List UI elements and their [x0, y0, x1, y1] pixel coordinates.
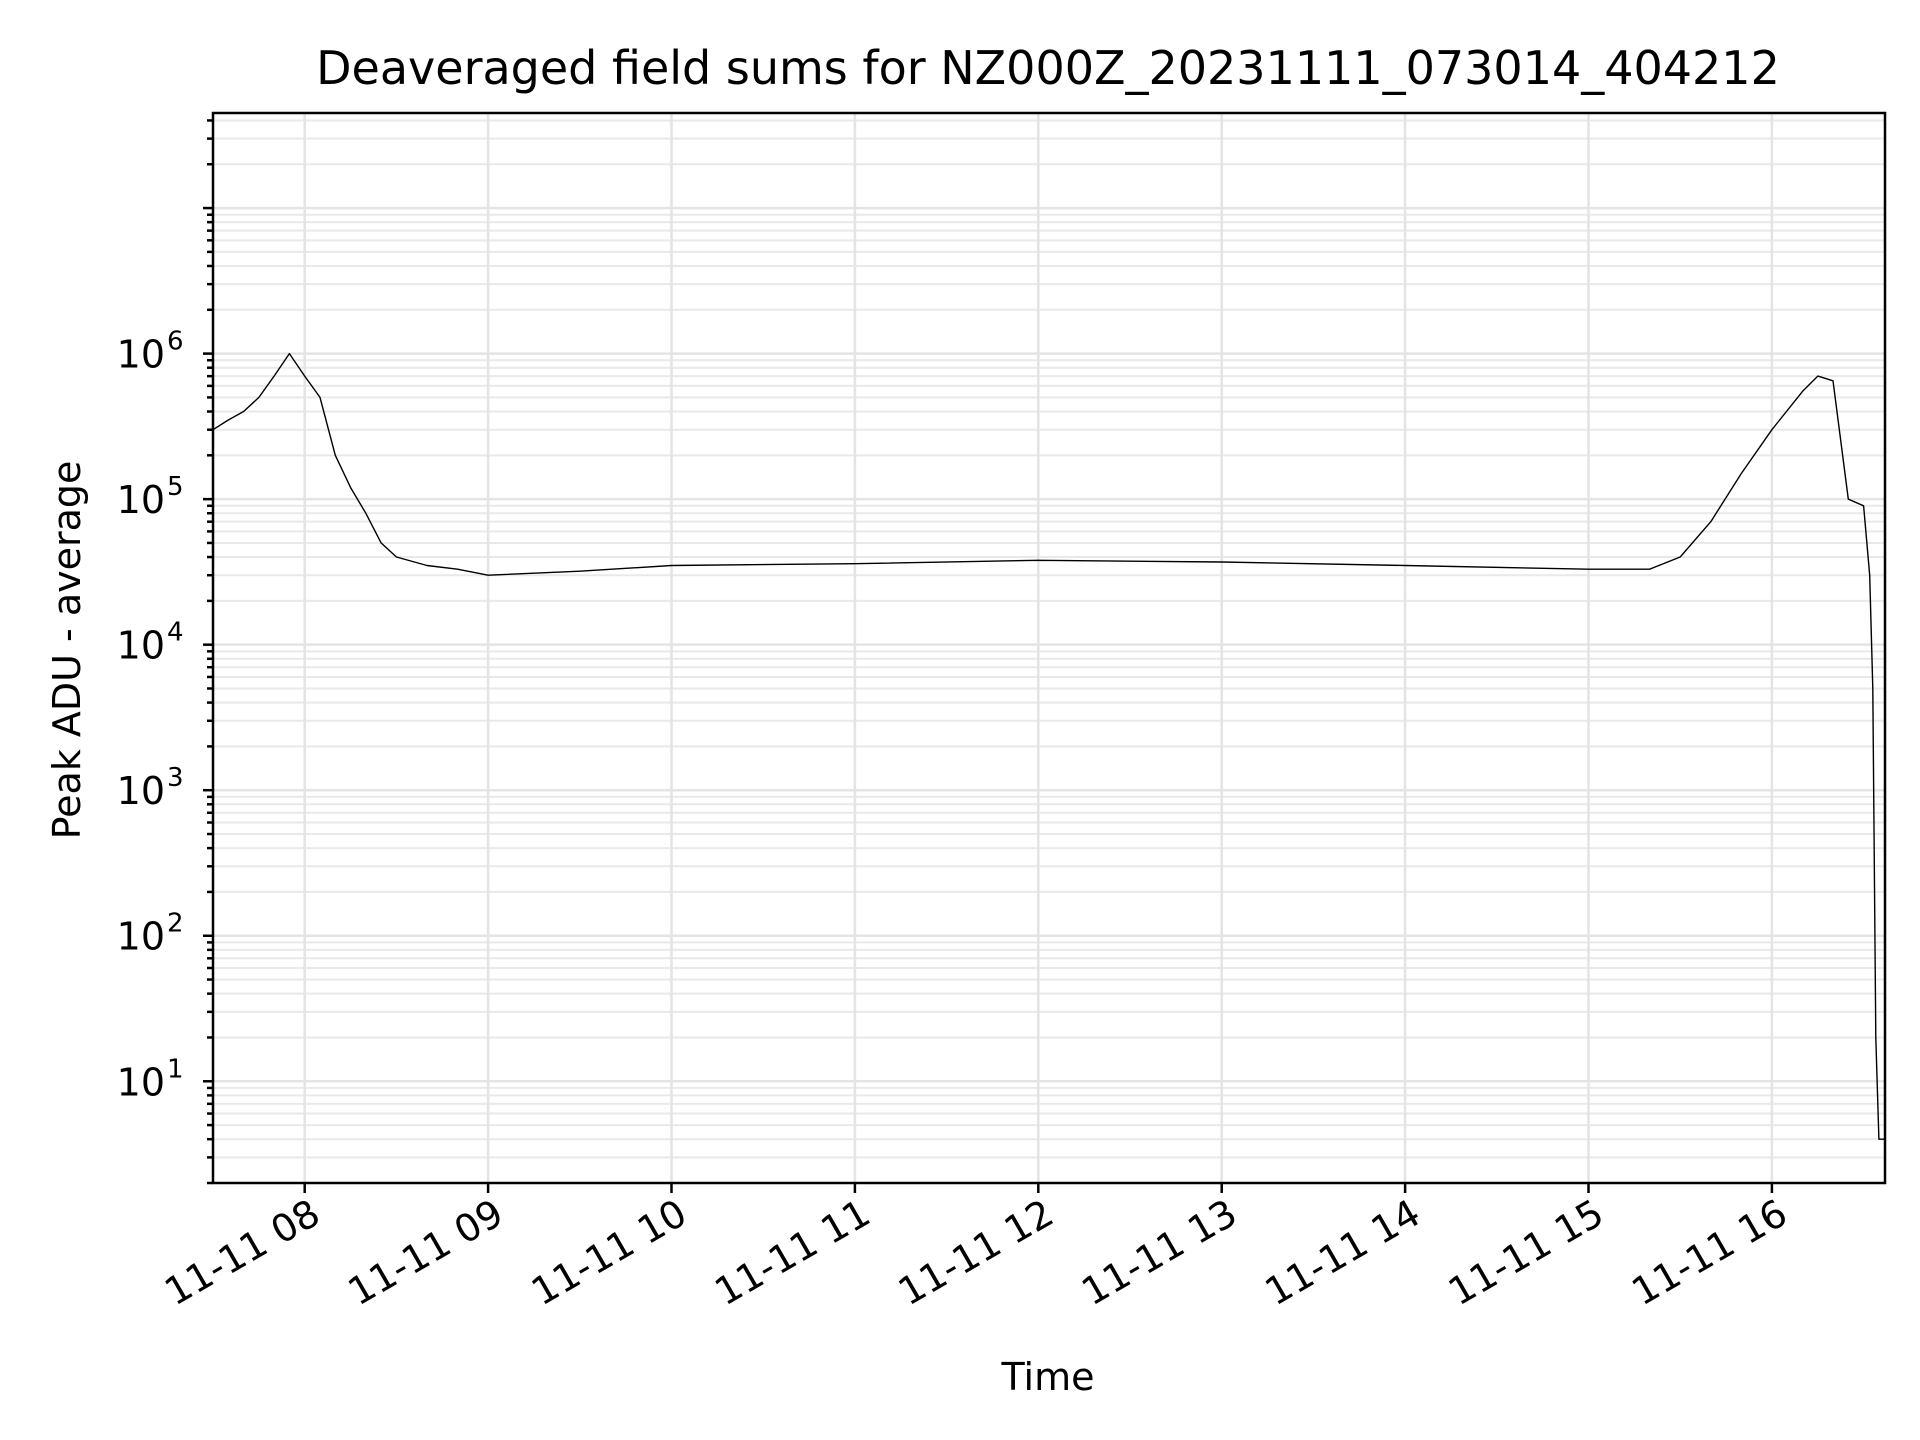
x-axis-label: Time	[1001, 1355, 1095, 1399]
x-tick-label: 11-11 09	[341, 1191, 511, 1315]
x-axis: 11-11 08 11-11 09 11-11 10 11-11 11 11-11 12…	[157, 1183, 1794, 1314]
plot-frame	[211, 111, 1887, 1185]
x-tick-label: 11-11 08	[157, 1191, 327, 1315]
y-tick-exponent: 6	[167, 327, 184, 357]
x-tick-label: 11-11 14	[1258, 1191, 1428, 1315]
y-tick-label: 10	[117, 769, 165, 813]
y-tick-label: 10	[117, 333, 165, 377]
y-tick-label: 10	[117, 624, 165, 668]
x-tick-label: 11-11 15	[1441, 1191, 1611, 1315]
series-line	[212, 352, 1885, 1140]
chart-title: Deaveraged field sums for NZ000Z_2023111…	[316, 41, 1780, 95]
grid	[213, 113, 1885, 1184]
y-tick-exponent: 2	[167, 909, 184, 939]
x-tick-label: 11-11 11	[707, 1191, 877, 1315]
x-tick-label: 11-11 12	[891, 1191, 1061, 1315]
y-tick-exponent: 4	[167, 618, 184, 648]
x-tick-label: 11-11 10	[524, 1191, 694, 1315]
y-tick-label: 10	[117, 1060, 165, 1104]
y-tick-exponent: 5	[167, 472, 184, 502]
y-tick-exponent: 3	[167, 763, 184, 793]
x-tick-label: 11-11 16	[1624, 1191, 1794, 1315]
y-tick-label: 10	[117, 915, 165, 959]
y-axis-label: Peak ADU - average	[45, 461, 89, 840]
y-tick-exponent: 1	[167, 1054, 184, 1084]
y-tick-label: 10	[117, 478, 165, 522]
x-tick-label: 11-11 13	[1074, 1191, 1244, 1315]
